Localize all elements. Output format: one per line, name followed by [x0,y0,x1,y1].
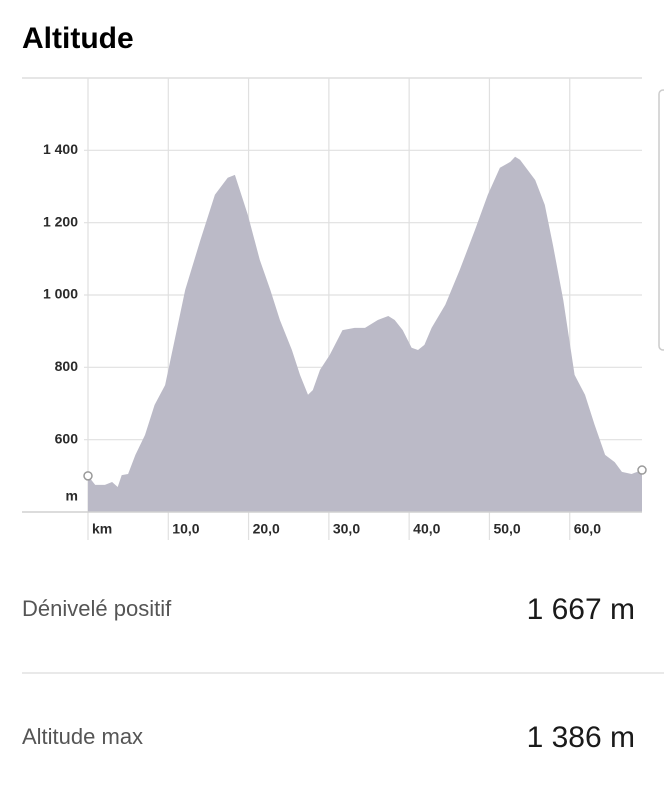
y-tick-label: 600 [55,430,79,446]
stat-value: 1 386 m [527,721,635,754]
x-tick-label: km [92,521,112,537]
y-unit: m [66,488,78,504]
y-tick-label: 800 [55,358,79,374]
title: Altitude [22,22,134,55]
endpoint [83,471,93,481]
y-tick-label: 1 200 [43,213,78,229]
y-tick-label: 1 400 [43,141,78,157]
endpoint [637,465,647,475]
stat-label: Dénivelé positif [22,596,172,621]
x-tick-label: 40,0 [413,521,440,537]
elevation-area [88,156,642,513]
x-tick-label: 10,0 [172,521,199,537]
x-tick-label: 20,0 [253,521,280,537]
x-tick-label: 30,0 [333,521,360,537]
chart: 600 800 1 000 1 200 1 400 km 10,0 20,0 30,0 40,0 5… [22,78,647,540]
x-tick-label: 60,0 [574,521,601,537]
stat-value: 1 667 m [527,593,635,626]
scroll-handle [658,89,664,351]
x-tick-label: 50,0 [493,521,520,537]
y-tick-label: 1 000 [43,286,78,302]
stat-label: Altitude max [22,724,143,749]
